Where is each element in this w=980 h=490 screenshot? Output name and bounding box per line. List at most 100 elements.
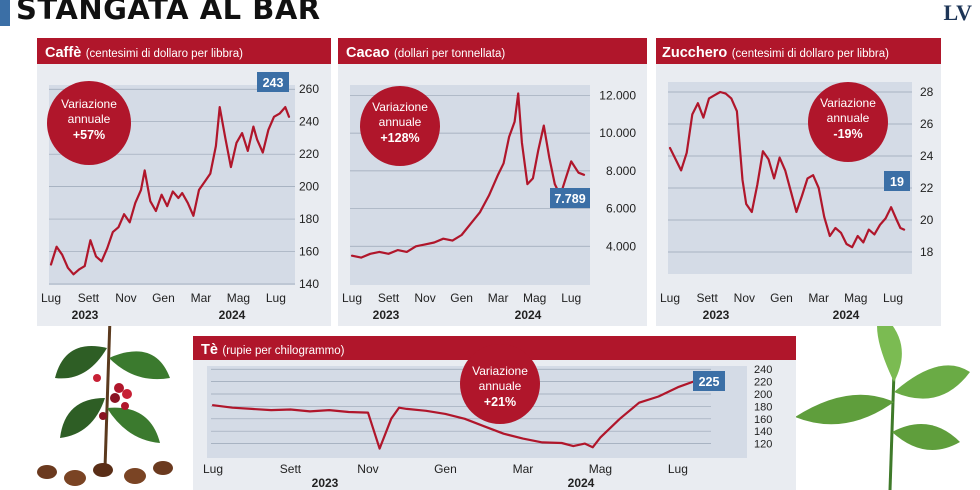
svg-text:Caffè (centesimi di dollaro pe: Caffè (centesimi di dollaro per libbra)	[45, 44, 243, 61]
y-tick-label: 20	[920, 213, 934, 227]
x-tick-label: Mag	[227, 291, 250, 305]
panel-title: Zucchero	[662, 45, 727, 61]
year-label-2024: 2024	[219, 308, 246, 322]
x-tick-label: Lug	[883, 291, 903, 305]
y-axis: 18 20 22 24 26 28	[920, 85, 934, 259]
x-tick-label: Lug	[561, 291, 581, 305]
y-tick-label: 28	[920, 85, 934, 99]
x-axis: Lug Sett Nov Gen Mar Mag Lug	[203, 462, 688, 476]
x-tick-label: Mag	[844, 291, 867, 305]
last-value-badge	[257, 72, 289, 92]
last-value: 225	[699, 375, 720, 389]
x-tick-label: Nov	[357, 462, 378, 476]
panel-zucchero: Zucchero (centesimi di dollaro per libbr…	[656, 38, 941, 326]
change-label-line2: annuale	[379, 115, 422, 129]
panel-cacao: Cacao (dollari per tonnellata) 4.000 6.00…	[338, 38, 647, 326]
panel-header	[37, 38, 331, 64]
change-value: +128%	[380, 131, 419, 145]
x-tick-label: Sett	[78, 291, 100, 305]
series-line	[49, 106, 291, 276]
y-tick-label: 160	[299, 245, 319, 259]
panel-te: Tè (rupie per chilogrammo) 1201401601802…	[193, 336, 796, 490]
series-line	[668, 90, 906, 249]
panel-header	[656, 38, 941, 64]
change-badge	[360, 86, 440, 166]
x-tick-label: Lug	[660, 291, 680, 305]
y-tick-label: 12.000	[599, 88, 636, 102]
change-label-line2: annuale	[479, 379, 522, 393]
panel-caffe: Caffè (centesimi di dollaro per libbra) …	[37, 38, 331, 326]
year-label-2024: 2024	[515, 308, 542, 322]
svg-text:Zucchero (centesimi di dollaro: Zucchero (centesimi di dollaro per libbr…	[662, 44, 889, 61]
panel-title: Cacao	[346, 45, 390, 61]
last-value: 243	[263, 76, 284, 90]
y-tick-label: 22	[920, 181, 934, 195]
tea-leaves-illustration	[795, 312, 970, 490]
change-label-line1: Variazione	[820, 96, 876, 110]
y-tick-label: 220	[754, 377, 772, 389]
x-axis: Lug Sett Nov Gen Mar Mag Lug	[41, 291, 286, 305]
last-value: 7.789	[554, 192, 585, 206]
x-tick-label: Mag	[523, 291, 546, 305]
x-tick-label: Gen	[434, 462, 457, 476]
x-tick-label: Gen	[450, 291, 473, 305]
panel-header	[338, 38, 647, 64]
panel-unit: (rupie per chilogrammo)	[222, 345, 344, 357]
page-headline: STANGATA AL BAR	[16, 0, 321, 26]
y-tick-label: 18	[920, 245, 934, 259]
x-tick-label: Gen	[152, 291, 175, 305]
year-label-2023: 2023	[703, 308, 730, 322]
x-axis: Lug Sett Nov Gen Mar Mag Lug	[660, 291, 903, 305]
x-tick-label: Lug	[342, 291, 362, 305]
change-badge	[460, 344, 540, 424]
year-label-2023: 2023	[312, 476, 339, 490]
x-tick-label: Mar	[191, 291, 212, 305]
y-tick-label: 24	[920, 149, 934, 163]
y-tick-label: 4.000	[606, 239, 636, 253]
headline-accent	[0, 0, 10, 26]
year-label-2024: 2024	[568, 476, 595, 490]
change-badge	[47, 81, 131, 165]
svg-text:Cacao (dollari per tonnellata): Cacao (dollari per tonnellata)	[346, 44, 505, 61]
series-line	[211, 379, 707, 450]
year-label-2024: 2024	[833, 308, 860, 322]
x-tick-label: Lug	[203, 462, 223, 476]
year-label-2023: 2023	[373, 308, 400, 322]
y-tick-label: 200	[299, 180, 319, 194]
x-tick-label: Lug	[266, 291, 286, 305]
x-tick-label: Sett	[378, 291, 400, 305]
svg-text:Tè (rupie per chilogrammo): Tè (rupie per chilogrammo)	[201, 341, 345, 358]
x-axis: Lug Sett Nov Gen Mar Mag Lug	[342, 291, 581, 305]
x-tick-label: Sett	[696, 291, 718, 305]
y-tick-label: 260	[299, 82, 319, 96]
y-tick-label: 180	[299, 212, 319, 226]
x-tick-label: Sett	[280, 462, 302, 476]
y-tick-label: 10.000	[599, 126, 636, 140]
last-value-badge	[550, 188, 590, 208]
y-tick-label: 8.000	[606, 164, 636, 178]
change-badge	[808, 82, 888, 162]
y-axis: 4.000 6.000 8.000 10.000 12.000	[599, 88, 636, 253]
x-tick-label: Lug	[41, 291, 61, 305]
series-line	[350, 92, 586, 259]
x-tick-label: Lug	[668, 462, 688, 476]
y-tick-label: 220	[299, 147, 319, 161]
y-tick-label: 240	[754, 364, 772, 376]
change-label-line1: Variazione	[472, 364, 528, 378]
change-label-line2: annuale	[827, 111, 870, 125]
y-tick-label: 200	[754, 389, 772, 401]
change-label-line2: annuale	[68, 112, 111, 126]
coffee-plant-illustration	[37, 318, 173, 486]
change-value: +21%	[484, 395, 516, 409]
y-tick-label: 120	[754, 439, 772, 451]
publisher-logo: LV	[943, 0, 972, 25]
panel-title: Caffè	[45, 45, 81, 61]
x-tick-label: Mar	[513, 462, 534, 476]
panel-unit: (dollari per tonnellata)	[394, 48, 505, 60]
change-label-line1: Variazione	[61, 97, 117, 111]
year-label-2023: 2023	[72, 308, 99, 322]
last-value-badge	[884, 171, 910, 191]
panel-unit: (centesimi di dollaro per libbra)	[86, 48, 243, 60]
y-tick-label: 140	[754, 426, 772, 438]
